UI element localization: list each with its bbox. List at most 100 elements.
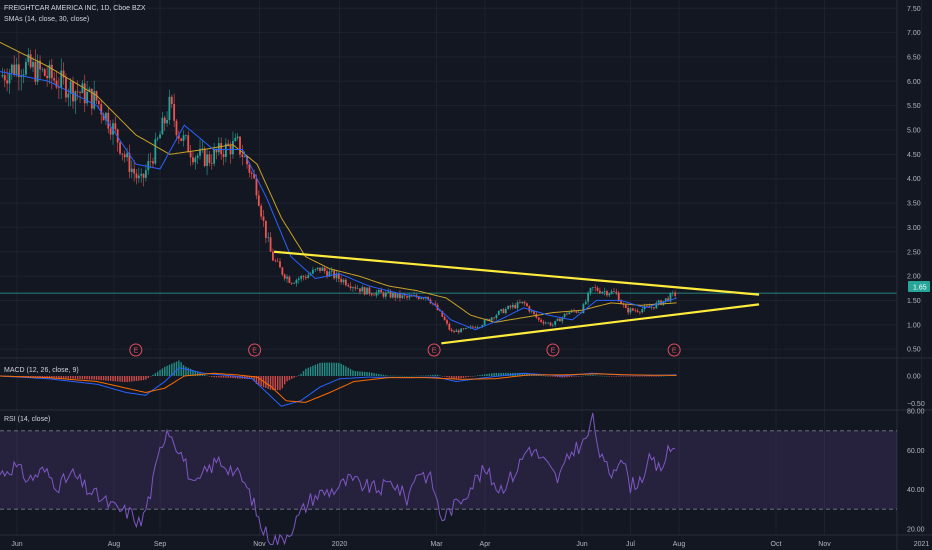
macd-hist-bar — [472, 376, 474, 377]
macd-hist-bar — [340, 363, 342, 376]
candle-body — [384, 292, 387, 297]
macd-signal-line — [0, 372, 677, 403]
candle-body — [264, 220, 267, 238]
candle-body — [366, 287, 368, 295]
candle-body — [427, 296, 430, 300]
candle-body — [50, 64, 53, 79]
candle-body — [620, 301, 622, 304]
price-tick-label: 5.50 — [907, 103, 921, 110]
macd-hist-bar — [145, 376, 147, 380]
candle-body — [509, 305, 512, 308]
macd-hist-bar — [281, 376, 284, 389]
candle-body — [1, 75, 4, 77]
price-tick-label: 6.00 — [907, 79, 921, 86]
macd-hist-bar — [269, 376, 272, 390]
macd-hist-bar — [570, 376, 573, 377]
candle-body — [260, 205, 263, 217]
earnings-circle — [248, 343, 262, 357]
time-axis[interactable]: Jun Aug Sep Nov 2020 Mar Apr Jun Jul Aug Oct Nov 202… — [11, 541, 929, 548]
earnings-label: E — [432, 348, 437, 355]
macd-hist-bar — [201, 374, 204, 376]
earnings-marker: E — [427, 343, 441, 357]
time-tick-label: 2020 — [332, 541, 348, 548]
candle-body — [88, 88, 91, 92]
candle-body — [239, 136, 241, 155]
price-axis[interactable]: 7.50 7.00 6.50 6.00 5.50 5.00 4.50 4.00 3.50 3.00… — [907, 6, 921, 354]
macd-hist-bar — [568, 376, 571, 377]
candle-body — [455, 330, 458, 332]
macd-hist-bar — [650, 376, 653, 377]
candle-body — [206, 154, 208, 166]
macd-indicator-title[interactable]: MACD (12, 26, close, 9) — [4, 367, 79, 374]
macd-hist-bar — [552, 376, 554, 377]
macd-hist-bar — [469, 376, 472, 377]
macd-hist-bar — [401, 375, 404, 377]
candle-body — [93, 91, 96, 109]
macd-hist-bar — [206, 375, 208, 377]
macd-line — [0, 367, 677, 407]
macd-hist-bar — [41, 376, 44, 378]
macd-hist-bar — [128, 376, 131, 382]
candle-body — [182, 135, 185, 141]
candle-body — [493, 317, 495, 319]
rsi-axis[interactable]: 80.00 60.00 40.00 20.00 — [907, 409, 925, 534]
macd-axis[interactable]: 0.00 −0.50 — [907, 374, 925, 409]
macd-hist-bar — [380, 374, 382, 376]
macd-hist-bar — [436, 374, 439, 376]
macd-hist-bar — [549, 376, 552, 377]
candle-body — [203, 148, 206, 166]
candle-body — [556, 318, 559, 321]
macd-hist-bar — [331, 362, 333, 376]
candle-body — [349, 286, 352, 289]
candle-body — [43, 69, 46, 76]
price-tick-label: 3.00 — [907, 225, 921, 232]
macd-hist-bar — [204, 374, 206, 376]
candle-body — [34, 61, 37, 82]
candle-body — [189, 152, 192, 158]
candle-body — [627, 308, 630, 313]
macd-hist-bar — [523, 373, 526, 376]
macd-hist-bar — [634, 376, 636, 377]
candle-body — [123, 154, 126, 158]
candle-body — [17, 64, 20, 78]
macd-hist-bar — [556, 376, 559, 378]
candle-body — [227, 143, 230, 146]
trendlines[interactable] — [273, 250, 760, 345]
earnings-marker: E — [248, 343, 262, 357]
rsi-tick-label: 80.00 — [907, 409, 925, 416]
symbol-title[interactable]: FREIGHTCAR AMERICA INC, 1D, Cboe BZX — [4, 5, 146, 12]
macd-hist-bar — [305, 368, 307, 376]
macd-hist-bar — [218, 376, 220, 378]
macd-hist-bar — [601, 375, 603, 377]
macd-hist-bar — [427, 375, 429, 376]
rsi-pane[interactable] — [0, 412, 897, 546]
candle-body — [194, 157, 197, 163]
macd-hist-bar — [105, 376, 107, 381]
candle-body — [107, 112, 110, 129]
macd-hist-bar — [116, 376, 119, 382]
candle-body — [403, 295, 406, 297]
candle-body — [559, 318, 561, 322]
macd-hist-bar — [314, 364, 316, 376]
candle-body — [321, 267, 324, 271]
sma-indicator-title[interactable]: SMAs (14, close, 30, close) — [4, 16, 89, 23]
candle-body — [74, 91, 77, 102]
macd-hist-bar — [368, 372, 371, 376]
time-tick-label: Aug — [108, 541, 121, 548]
macd-hist-bar — [655, 376, 658, 377]
earnings-circle — [427, 343, 441, 357]
candle-body — [267, 237, 270, 238]
macd-hist-bar — [248, 376, 251, 379]
candle-body — [159, 134, 161, 139]
macd-pane[interactable] — [0, 360, 677, 407]
rsi-indicator-title[interactable]: RSI (14, close) — [4, 416, 50, 423]
macd-hist-bar — [76, 376, 79, 379]
candle-body — [450, 329, 453, 332]
macd-hist-bar — [149, 376, 152, 377]
macd-hist-bar — [592, 375, 594, 376]
macd-hist-bar — [335, 362, 338, 376]
macd-hist-bar — [392, 375, 394, 377]
